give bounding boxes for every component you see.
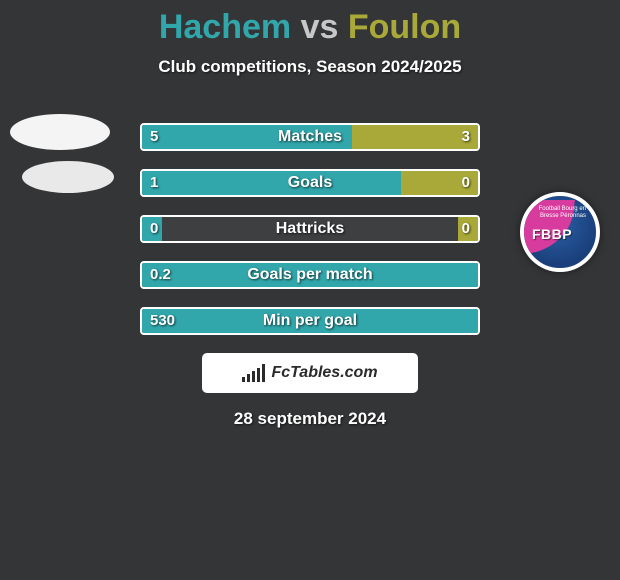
branding-text: FcTables.com — [271, 364, 377, 382]
bar-label: Min per goal — [142, 309, 478, 333]
bar-label: Matches — [142, 125, 478, 149]
bar-wrap: 00Hattricks — [140, 215, 480, 243]
date: 28 september 2024 — [0, 409, 620, 429]
branding-badge: FcTables.com — [202, 353, 418, 393]
player2-name: Foulon — [348, 8, 461, 46]
stat-row: 10Goals — [0, 163, 620, 209]
bar-label: Hattricks — [142, 217, 478, 241]
subtitle: Club competitions, Season 2024/2025 — [0, 57, 620, 77]
bar-label: Goals per match — [142, 263, 478, 287]
bars-icon — [242, 364, 265, 382]
bar-wrap: 530Min per goal — [140, 307, 480, 335]
stat-row: 530Min per goal — [0, 301, 620, 347]
stat-rows: 53Matches 10Goals 00Hattricks 0.2Goals per … — [0, 117, 620, 347]
stat-row: 53Matches — [0, 117, 620, 163]
title: Hachem vs Foulon — [0, 8, 620, 47]
stats-area: FBBP Football Bourg en Bresse Péronnas 5… — [0, 117, 620, 347]
vs-label: vs — [301, 8, 339, 46]
bar-wrap: 0.2Goals per match — [140, 261, 480, 289]
bar-wrap: 10Goals — [140, 169, 480, 197]
stat-row: 0.2Goals per match — [0, 255, 620, 301]
bar-wrap: 53Matches — [140, 123, 480, 151]
comparison-card: Hachem vs Foulon Club competitions, Seas… — [0, 0, 620, 429]
stat-row: 00Hattricks — [0, 209, 620, 255]
player1-name: Hachem — [159, 8, 291, 46]
bar-label: Goals — [142, 171, 478, 195]
